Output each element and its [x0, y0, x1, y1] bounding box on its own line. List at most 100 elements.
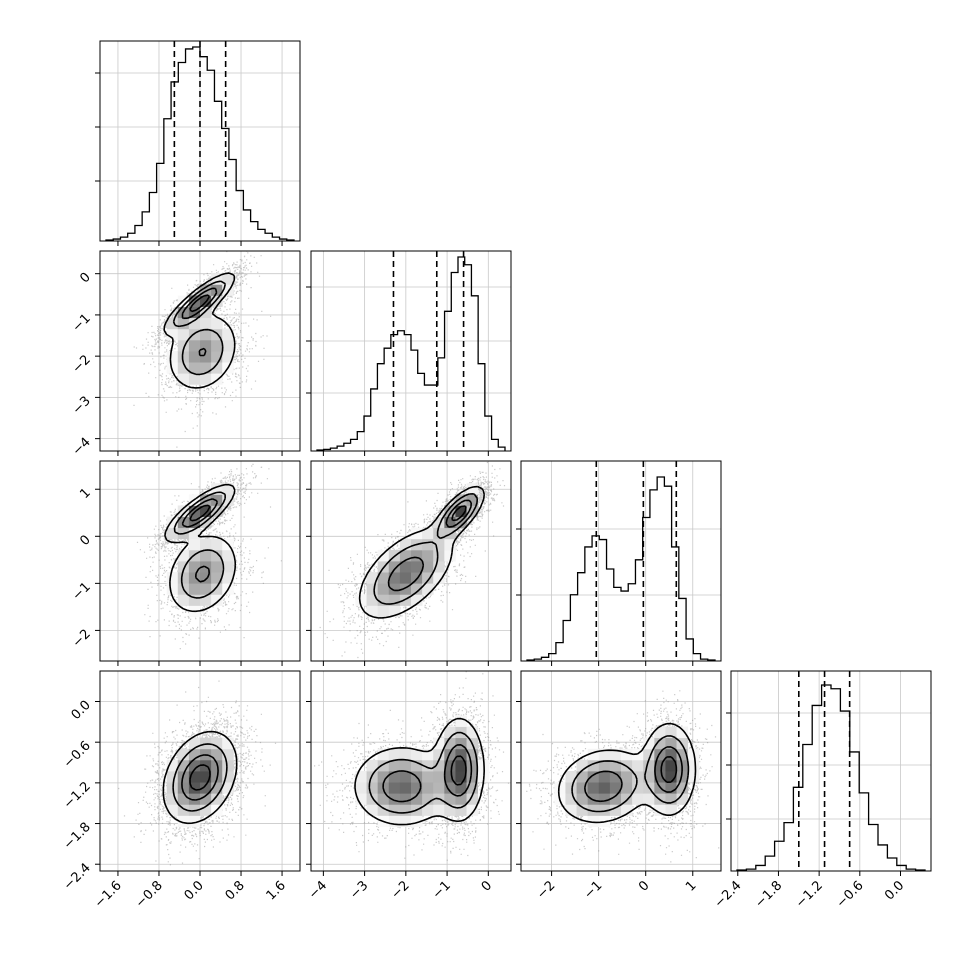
- density-cell: [621, 771, 633, 783]
- density-cell: [200, 793, 212, 805]
- density-cell: [466, 771, 479, 783]
- density-cell: [222, 494, 234, 506]
- density-contour: [164, 483, 237, 613]
- density-cell: [388, 782, 401, 794]
- density-cell: [366, 782, 379, 794]
- density-cell: [621, 748, 633, 761]
- density-cell: [587, 759, 600, 772]
- density-cell: [211, 483, 223, 495]
- density-cell: [177, 373, 190, 385]
- density-cell: [654, 726, 666, 739]
- density-cell: [355, 793, 367, 805]
- density-cell: [399, 572, 412, 584]
- y-tick-label: −1.8: [61, 820, 94, 853]
- density-cell: [411, 527, 423, 540]
- axes-frame: [310, 460, 512, 662]
- density-cell: [399, 538, 412, 551]
- density-cell: [632, 771, 644, 783]
- y-tick-label: 0: [77, 270, 93, 286]
- density-cell: [598, 748, 611, 761]
- density-cell: [222, 339, 234, 352]
- density-cell: [388, 583, 401, 595]
- density-cell: [200, 594, 212, 606]
- density-cell: [422, 538, 434, 551]
- density-cell: [222, 273, 234, 285]
- density-cell: [433, 782, 445, 794]
- density-cell: [444, 771, 456, 783]
- density-cell: [211, 328, 223, 341]
- density-contour: [660, 756, 678, 783]
- x-tick-label: −3: [347, 878, 371, 902]
- density-cell: [200, 804, 212, 816]
- density-cell: [654, 771, 666, 783]
- x-tick-label: −1.6: [92, 878, 125, 911]
- density-cell: [643, 737, 655, 750]
- density-cell: [166, 317, 179, 330]
- density-cell: [188, 782, 201, 794]
- density-contour: [387, 499, 472, 592]
- density-cell: [200, 317, 212, 330]
- density-cell: [609, 771, 622, 783]
- density-cell: [621, 782, 633, 794]
- density-cell: [609, 782, 622, 794]
- density-cell: [444, 726, 456, 739]
- density-cell: [211, 748, 223, 761]
- density-cell: [576, 804, 589, 816]
- density-cell: [444, 737, 456, 750]
- density-cell: [433, 737, 445, 750]
- axes-frame: [520, 460, 722, 662]
- x-tick-label: −0.6: [834, 878, 867, 911]
- density-cell: [466, 483, 479, 495]
- density-cell: [177, 572, 190, 584]
- density-cell: [355, 594, 367, 606]
- panel-content: [133, 251, 272, 448]
- density-cell: [222, 483, 234, 495]
- density-contour: [189, 764, 211, 791]
- density-cell: [576, 771, 589, 783]
- density-cell: [433, 549, 445, 562]
- density-cell: [188, 351, 201, 363]
- density-cell: [411, 748, 423, 761]
- density-cell: [565, 771, 577, 783]
- density-contour: [181, 754, 219, 801]
- density-cell: [687, 771, 700, 783]
- x-tick-label: −2: [534, 878, 558, 902]
- density-cell: [388, 815, 401, 827]
- density-cell: [422, 527, 434, 540]
- density-cell: [411, 594, 423, 606]
- density-cell: [587, 815, 600, 827]
- x-tick-label: −2: [389, 878, 413, 902]
- density-cell: [665, 759, 677, 772]
- density-cell: [433, 527, 445, 540]
- density-cell: [643, 748, 655, 761]
- density-cell: [598, 804, 611, 816]
- density-cell: [200, 351, 212, 363]
- density-cell: [200, 494, 212, 506]
- density-cell: [466, 726, 479, 739]
- density-cell: [444, 804, 456, 816]
- x-tick-label: −1: [430, 878, 454, 902]
- density-cell: [200, 505, 212, 517]
- density-cell: [200, 771, 212, 783]
- density-cell: [632, 748, 644, 761]
- density-cell: [643, 759, 655, 772]
- density-cell: [388, 771, 401, 783]
- density-cell: [222, 572, 234, 584]
- density-cell: [388, 594, 401, 606]
- density-cell: [188, 748, 201, 761]
- density-cell: [355, 771, 367, 783]
- density-cell: [466, 793, 479, 805]
- scatter-panel-3-1: [95, 460, 301, 666]
- density-cell: [188, 572, 201, 584]
- density-cell: [399, 804, 412, 816]
- density-cell: [654, 748, 666, 761]
- density-contour: [584, 746, 683, 803]
- density-contour: [162, 730, 238, 825]
- density-cell: [621, 793, 633, 805]
- density-cell: [433, 516, 445, 529]
- density-cell: [455, 737, 467, 750]
- density-cell: [455, 771, 467, 783]
- density-cell: [200, 284, 212, 296]
- density-cell: [188, 793, 201, 805]
- density-cell: [598, 782, 611, 794]
